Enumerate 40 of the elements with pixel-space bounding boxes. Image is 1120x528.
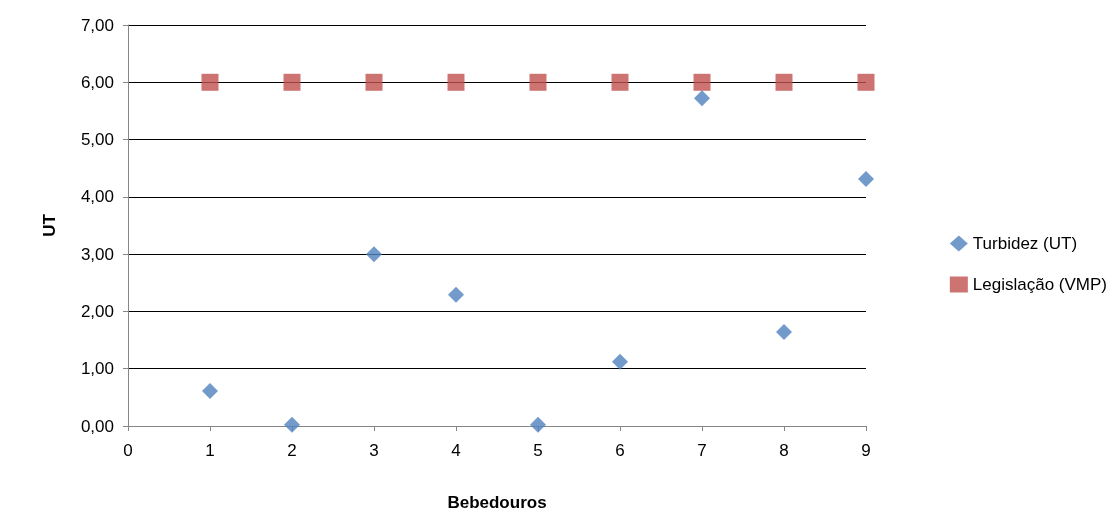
x-tick-label: 1 [205, 441, 215, 460]
point [366, 246, 382, 263]
point [858, 171, 874, 188]
point [529, 73, 547, 91]
legend-label: Legislação (VMP) [972, 275, 1108, 294]
y-tick-label: 5,00 [80, 130, 114, 150]
x-tick-label: 2 [287, 441, 297, 460]
y-tick-label: 4,00 [80, 187, 114, 207]
x-tick-label: 4 [451, 441, 461, 460]
x-tick-label: 3 [369, 441, 379, 460]
x-axis-title: Bebedouros [447, 493, 547, 512]
point [775, 73, 793, 91]
point [776, 324, 792, 341]
y-tick-label: 0,00 [80, 416, 114, 436]
y-axis-title: UT [40, 213, 59, 237]
point [857, 73, 875, 91]
point [201, 73, 219, 91]
point [530, 416, 546, 433]
point [693, 73, 711, 91]
x-tick-label: 7 [697, 441, 707, 460]
y-tick-label: 2,00 [80, 301, 114, 321]
point [611, 73, 629, 91]
point [448, 286, 464, 303]
point [283, 73, 301, 91]
point [202, 383, 218, 400]
x-tick-label: 5 [533, 441, 543, 460]
x-tick-label: 9 [861, 441, 871, 460]
x-tick-label: 8 [779, 441, 789, 460]
point [284, 416, 300, 433]
x-tick-label: 0 [123, 441, 133, 460]
point [365, 73, 383, 91]
y-tick-label: 7,00 [80, 15, 114, 35]
y-tick-label: 3,00 [80, 244, 114, 264]
y-tick-label: 1,00 [80, 359, 114, 379]
point [447, 73, 465, 91]
legend-label: Turbidez (UT) [972, 234, 1078, 253]
point [612, 353, 628, 370]
point [694, 90, 710, 107]
y-tick-label: 6,00 [80, 72, 114, 92]
x-tick-label: 6 [615, 441, 625, 460]
